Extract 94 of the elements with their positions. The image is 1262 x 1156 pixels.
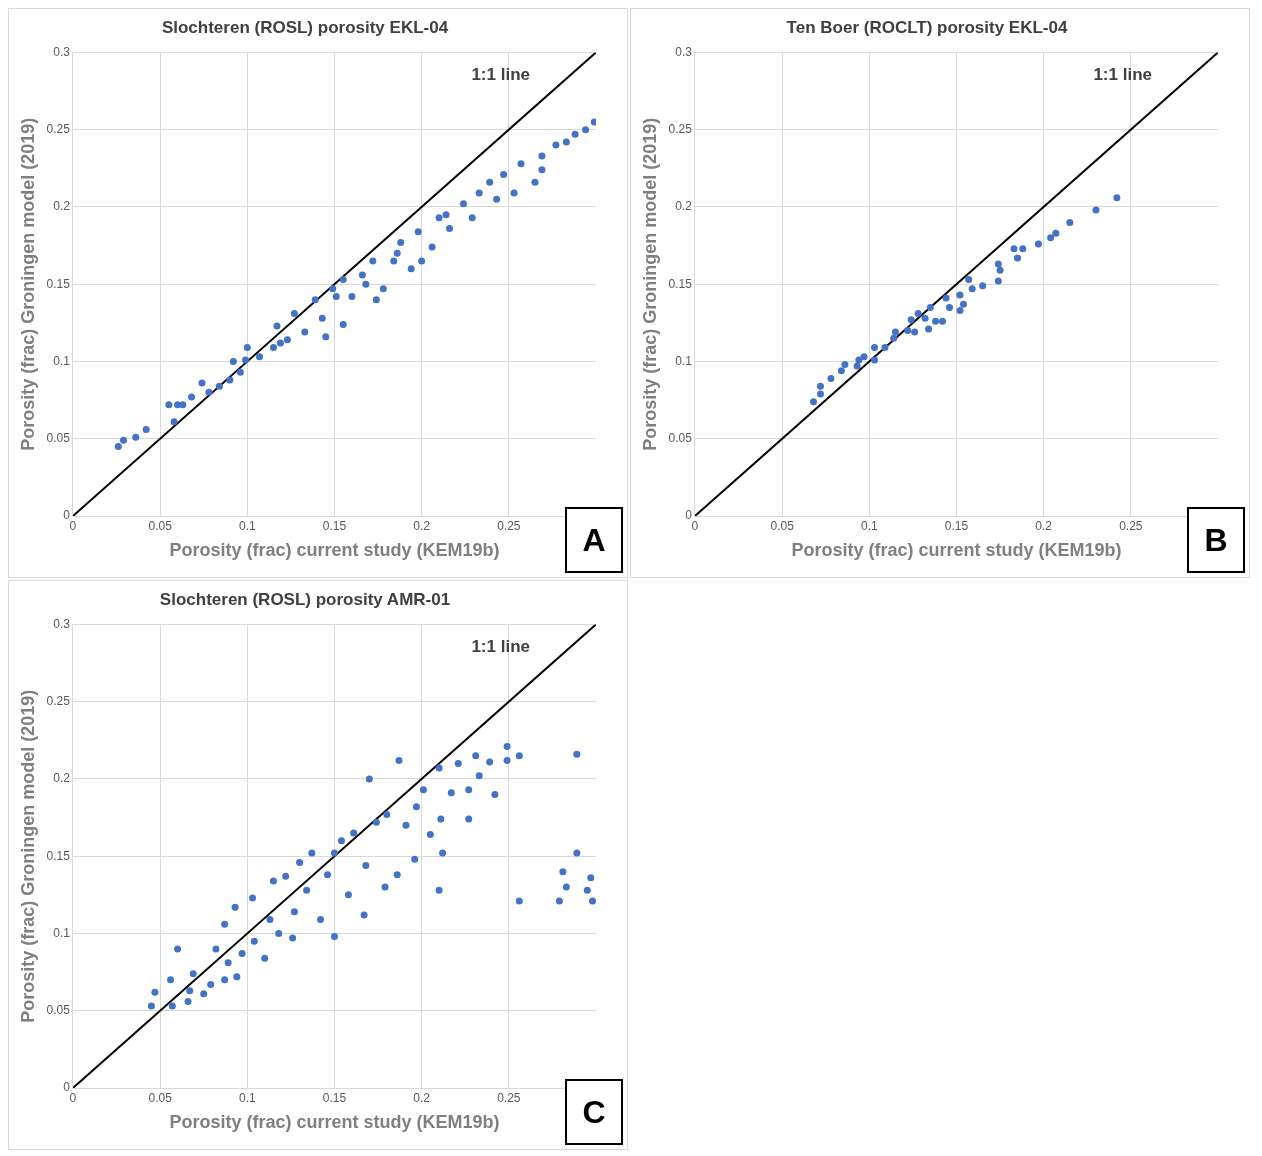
y-tick-label: 0.25 xyxy=(668,121,693,136)
point xyxy=(816,382,824,390)
annotation: 1:1 line xyxy=(471,64,530,84)
y-tick-label: 0.2 xyxy=(675,199,693,214)
point xyxy=(881,344,889,352)
point xyxy=(891,328,899,336)
y-tick-label: 0.25 xyxy=(46,121,71,136)
x-tick-label: 0.05 xyxy=(148,518,173,533)
x-tick-label: 0.15 xyxy=(322,1090,347,1105)
y-tick-label: 0.2 xyxy=(53,199,71,214)
x-tick-label: 0.15 xyxy=(322,518,347,533)
point xyxy=(925,325,933,333)
x-tick-label: 0.1 xyxy=(860,518,878,533)
point xyxy=(994,260,1002,268)
x-axis-title: Porosity (frac) current study (KEM19b) xyxy=(169,1112,500,1133)
point xyxy=(914,310,922,318)
point xyxy=(1034,240,1042,248)
point xyxy=(994,277,1002,285)
point xyxy=(942,294,950,302)
y-tick-label: 0.3 xyxy=(53,44,71,59)
y-tick-label: 0.05 xyxy=(46,1003,71,1018)
point xyxy=(959,300,967,308)
y-tick-label: 0.05 xyxy=(668,431,693,446)
x-tick-label: 0.2 xyxy=(413,1090,431,1105)
x-tick-label: 0.05 xyxy=(148,1090,173,1105)
point xyxy=(816,390,824,398)
x-axis-title: Porosity (frac) current study (KEM19b) xyxy=(169,540,500,561)
y-tick-label: 0 xyxy=(685,508,693,523)
x-tick-label: 0.05 xyxy=(770,518,795,533)
y-tick-label: 0.1 xyxy=(53,925,71,940)
point xyxy=(907,316,915,324)
point xyxy=(1019,245,1027,253)
y-tick-label: 0.15 xyxy=(46,276,71,291)
y-tick-label: 0.05 xyxy=(46,431,71,446)
point xyxy=(996,266,1004,274)
point xyxy=(1066,218,1074,226)
point xyxy=(926,303,934,311)
point xyxy=(841,361,849,369)
point xyxy=(921,314,929,322)
point xyxy=(956,291,964,299)
point xyxy=(1014,254,1021,262)
point xyxy=(965,276,973,284)
point xyxy=(1047,234,1055,242)
chart-title: Slochteren (ROSL) porosity EKL-04 xyxy=(161,17,449,37)
point xyxy=(860,353,868,361)
point xyxy=(932,317,940,325)
annotation: 1:1 line xyxy=(1093,64,1152,84)
annotation: 1:1 line xyxy=(471,636,530,656)
point xyxy=(853,362,861,370)
y-tick-label: 0 xyxy=(63,1080,71,1095)
point xyxy=(810,398,818,406)
y-tick-label: 0.3 xyxy=(675,44,693,59)
point xyxy=(956,306,964,314)
point xyxy=(946,303,953,311)
y-tick-label: 0.15 xyxy=(668,276,693,291)
point xyxy=(939,317,947,325)
y-tick-label: 0.25 xyxy=(46,693,71,708)
x-tick-label: 0.25 xyxy=(497,518,521,533)
point xyxy=(968,285,976,293)
y-tick-label: 0.1 xyxy=(675,353,693,368)
y-axis-title: Porosity (frac) Groningen model (2019) xyxy=(17,117,38,451)
y-tick-label: 0.2 xyxy=(53,771,71,786)
chart-title: Ten Boer (ROCLT) porosity EKL-04 xyxy=(786,17,1068,37)
point xyxy=(890,334,898,342)
y-tick-label: 0 xyxy=(63,508,71,523)
point xyxy=(871,344,879,352)
x-tick-label: 0.2 xyxy=(1035,518,1053,533)
chart-title: Slochteren (ROSL) porosity AMR-01 xyxy=(159,589,451,609)
x-axis-title: Porosity (frac) current study (KEM19b) xyxy=(791,540,1122,561)
x-tick-label: 0.25 xyxy=(497,1090,521,1105)
point xyxy=(904,327,912,335)
point xyxy=(1113,194,1121,202)
y-tick-label: 0.1 xyxy=(53,353,71,368)
point xyxy=(1010,245,1018,253)
x-tick-label: 0.1 xyxy=(238,1090,256,1105)
point xyxy=(1092,206,1100,214)
text: A xyxy=(565,507,623,573)
y-axis-title: Porosity (frac) Groningen model (2019) xyxy=(17,689,38,1023)
y-tick-label: 0.15 xyxy=(46,848,71,863)
y-axis-title: Porosity (frac) Groningen model (2019) xyxy=(639,117,660,451)
point xyxy=(911,328,919,336)
point xyxy=(855,356,863,364)
text: B xyxy=(1187,507,1245,573)
x-tick-label: 0.2 xyxy=(413,518,431,533)
point xyxy=(827,374,835,382)
point xyxy=(1052,229,1060,237)
point xyxy=(871,356,879,364)
text: C xyxy=(565,1079,623,1145)
point xyxy=(979,282,987,290)
x-tick-label: 0.25 xyxy=(1119,518,1143,533)
point xyxy=(837,367,845,375)
x-tick-label: 0.15 xyxy=(944,518,969,533)
x-tick-label: 0.1 xyxy=(238,518,256,533)
y-tick-label: 0.3 xyxy=(53,616,71,631)
